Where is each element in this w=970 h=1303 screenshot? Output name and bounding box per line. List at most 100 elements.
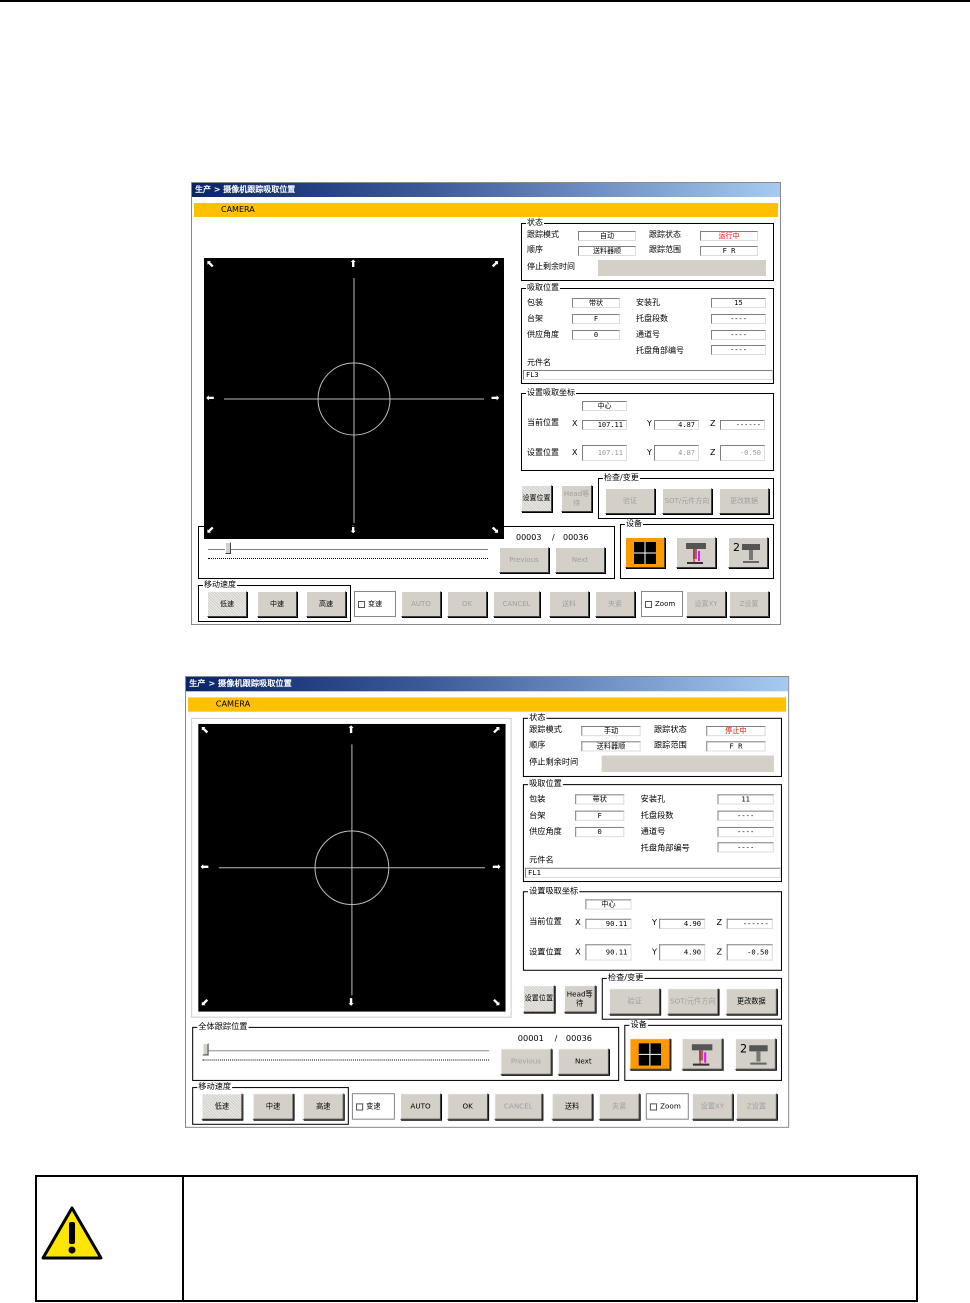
set-z-button[interactable]: Z设置 [735,1093,777,1120]
zoom-checkbox[interactable]: Zoom [645,1093,689,1120]
mid-speed-button[interactable]: 中速 [252,1093,294,1120]
set-position-button-label: 设置位置 [524,994,554,1003]
variable-speed-label: 变速 [366,1102,381,1111]
zoom-label: Zoom [660,1102,681,1111]
svg-text:2: 2 [733,541,740,554]
pickup-group: 吸取位置 [522,779,782,883]
set-z-button[interactable]: Z设置 [729,591,769,617]
camera-view[interactable]: ⬉ ⬆ ⬈ ⬅ ➡ ⬋ ⬇ ⬊ [204,258,504,539]
cur-y-field: 4.90 [659,918,706,929]
arrow-right-icon[interactable]: ➡ [491,393,500,404]
track-current: 00001 [517,1034,544,1044]
camera-view[interactable]: ⬉ ⬆ ⬈ ⬅ ➡ ⬋ ⬇ ⬊ [198,723,506,1012]
mode-field: 手动 [581,725,641,737]
rack-field: F [575,810,625,821]
cancel-button[interactable]: CANCEL [493,591,540,617]
head-wait-button[interactable]: Head等待 [563,985,596,1013]
clamp-button-label: 夹紧 [608,599,622,608]
camera-device-button[interactable] [629,1038,671,1070]
arrow-up-icon[interactable]: ⬆ [346,724,356,737]
cur-z-field: ------ [726,918,773,929]
arrow-down-icon[interactable]: ⬇ [346,997,356,1009]
verify-button[interactable]: 验证 [608,988,661,1015]
y-label: Y [647,448,652,457]
set-x-field[interactable]: 107.11 [582,445,627,461]
arrow-up-right-icon[interactable]: ⬈ [491,259,500,270]
pkg-label: 包装 [529,794,546,804]
arrow-down-icon[interactable]: ⬇ [349,525,358,536]
track-slider-thumb[interactable] [224,542,231,554]
next-button[interactable]: Next [557,1048,609,1075]
camera-device-button[interactable] [625,537,665,568]
ok-button[interactable]: OK [447,591,487,617]
arrow-up-left-icon[interactable]: ⬉ [206,259,215,270]
high-speed-button[interactable]: 高速 [302,1093,344,1120]
z-label: Z [710,419,716,428]
warning-divider [182,1177,184,1300]
arrow-right-icon[interactable]: ➡ [492,861,501,873]
set-y-field[interactable]: 4.87 [654,445,699,461]
head-height-button[interactable] [676,537,716,568]
stop-field [598,260,766,276]
current-pos-label: 当前位置 [527,418,559,427]
status-group: 状态 [522,712,782,777]
change-data-button[interactable]: 更改数据 [725,988,777,1015]
svg-text:2: 2 [740,1042,747,1055]
head2-button[interactable]: 2 [728,537,768,568]
arrow-left-icon[interactable]: ⬅ [206,393,215,404]
auto-button[interactable]: AUTO [400,1093,441,1120]
change-data-button[interactable]: 更改数据 [719,488,769,514]
feed-button[interactable]: 送料 [551,1093,593,1120]
second-head-icon: 2 [740,1042,768,1065]
sot-direction-button[interactable]: SOT/元件方向 [667,988,719,1015]
verify-button[interactable]: 验证 [605,488,655,514]
zoom-label: Zoom [655,600,676,608]
variable-speed-checkbox[interactable]: 变速 [354,591,396,617]
track-slider[interactable] [202,1050,490,1053]
mid-speed-button[interactable]: 中速 [257,591,297,617]
set-z-field[interactable]: -0.50 [720,445,765,461]
ok-button-label: OK [462,1101,473,1111]
head-height-button[interactable] [681,1038,723,1070]
set-xy-button[interactable]: 设置XY [686,591,726,617]
tray-label: 托盘段数 [640,810,674,820]
low-speed-button[interactable]: 低速 [207,591,247,617]
warning-box [35,1175,918,1302]
set-position-button[interactable]: 设置位置 [522,985,555,1013]
set-xy-button[interactable]: 设置XY [691,1093,733,1120]
feed-button[interactable]: 送料 [549,591,589,617]
cancel-button[interactable]: CANCEL [494,1093,543,1120]
set-x-field[interactable]: 90.11 [585,944,632,961]
checkbox-icon [645,600,652,608]
head-wait-button[interactable]: Head等待 [561,485,592,512]
clamp-button[interactable]: 夹紧 [595,591,635,617]
ok-button[interactable]: OK [447,1093,489,1120]
arrow-down-left-icon[interactable]: ⬋ [200,997,209,1009]
previous-button[interactable]: Previous [500,1048,552,1075]
clamp-button[interactable]: 夹紧 [598,1093,640,1120]
auto-button[interactable]: AUTO [401,591,441,617]
set-y-field[interactable]: 4.90 [659,944,706,961]
arrow-up-icon[interactable]: ⬆ [349,259,358,270]
sot-direction-button[interactable]: SOT/元件方向 [662,488,712,514]
zoom-checkbox[interactable]: Zoom [641,591,683,617]
arrow-up-right-icon[interactable]: ⬈ [492,724,501,737]
next-button[interactable]: Next [555,547,605,573]
mid-speed-button-label: 中速 [265,1101,281,1111]
arrow-down-right-icon[interactable]: ⬊ [491,525,500,536]
checkbox-icon [356,1102,364,1111]
set-position-button[interactable]: 设置位置 [521,485,552,512]
arrow-down-left-icon[interactable]: ⬋ [206,525,215,536]
head2-button[interactable]: 2 [734,1038,776,1070]
high-speed-button[interactable]: 高速 [306,591,346,617]
track-slider-thumb[interactable] [202,1043,209,1056]
low-speed-button[interactable]: 低速 [201,1093,243,1120]
set-z-field[interactable]: -0.50 [726,944,773,961]
previous-button[interactable]: Previous [499,547,549,573]
variable-speed-checkbox[interactable]: 变速 [351,1093,395,1120]
track-slider[interactable] [208,549,488,551]
pkg-label: 包装 [527,298,543,307]
arrow-left-icon[interactable]: ⬅ [200,861,209,873]
arrow-up-left-icon[interactable]: ⬉ [200,724,209,737]
arrow-down-right-icon[interactable]: ⬊ [492,997,501,1009]
